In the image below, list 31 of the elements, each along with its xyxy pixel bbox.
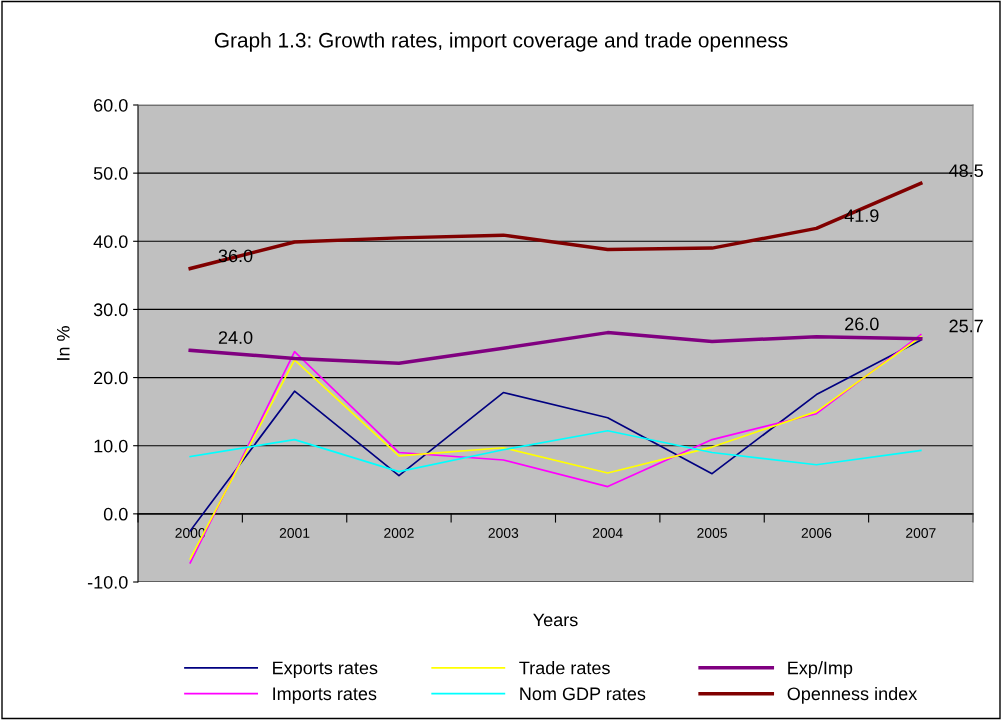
x-tick-label: 2004 xyxy=(592,528,623,538)
y-tick-label: 0.0 xyxy=(103,507,128,521)
y-tick-label: -10.0 xyxy=(87,575,128,589)
line-series xyxy=(189,429,922,473)
y-tick-label: 10.0 xyxy=(94,439,128,453)
y-tick-label: 20.0 xyxy=(94,371,128,385)
y-tick-label: 50.0 xyxy=(93,167,128,180)
x-tick-label: 2006 xyxy=(801,528,832,538)
line-series xyxy=(188,330,923,365)
y-tick-label: 40.0 xyxy=(93,235,128,249)
y-tick-label: 30.0 xyxy=(93,303,128,317)
legend-label: Imports rates xyxy=(273,687,377,704)
legend-label: Nom GDP rates xyxy=(520,687,646,701)
legend-label: Exp/Imp xyxy=(788,661,853,678)
annotation: 26.0 xyxy=(845,317,879,331)
y-tick-label: 60.0 xyxy=(94,98,128,112)
legend-label: Exports rates xyxy=(273,661,378,678)
x-tick-label: 2007 xyxy=(906,528,936,538)
x-tick-label: 2002 xyxy=(384,528,414,538)
x-tick-label: 2003 xyxy=(488,528,519,538)
x-axis-title: Years xyxy=(533,613,578,627)
chart-title: Graph 1.3: Growth rates, import coverage and trade openness xyxy=(214,32,788,52)
annotation: 24.0 xyxy=(218,331,253,344)
annotation: 25.7 xyxy=(949,319,983,333)
y-axis-title: In % xyxy=(56,326,70,360)
x-tick-label: 2001 xyxy=(279,528,310,538)
legend-label: Trade rates xyxy=(519,661,610,675)
annotation: 41.9 xyxy=(844,209,879,222)
x-tick-label: 2005 xyxy=(697,528,727,538)
line-series xyxy=(188,181,923,271)
legend-label: Openness index xyxy=(787,686,918,704)
